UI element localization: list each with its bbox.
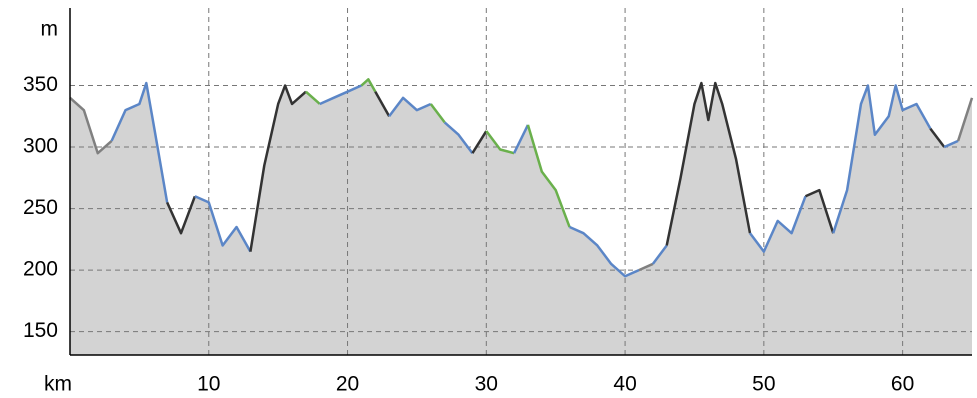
elevation-area [70,79,972,355]
elevation-line-segment [804,188,835,234]
elevation-line-segment [249,84,307,252]
elevation-line-segment [360,78,377,93]
elevation-line-segment [194,195,252,253]
elevation-line-segment [651,244,668,265]
elevation-line-segment [443,121,474,154]
elevation-line-segment [69,96,113,155]
x-tick-label: 20 [336,373,359,396]
x-tick-label: 40 [613,373,636,396]
elevation-line-segment [956,97,974,142]
x-axis-label: km [44,373,72,396]
y-tick-label: 200 [23,258,58,281]
x-tick-label: 50 [752,373,775,396]
x-tick-label: 60 [891,373,914,396]
elevation-line-segment [388,96,432,118]
elevation-line-segment [929,127,946,148]
elevation-line-segment [485,130,515,155]
elevation-line-segment [305,90,321,105]
elevation-line-segment [569,225,640,278]
elevation-line-segment [374,91,391,117]
y-axis-label: m [41,18,59,41]
elevation-line-segment [471,130,488,154]
elevation-line-segment [832,84,932,234]
elevation-line-segment [526,124,571,228]
y-tick-label: 250 [23,196,58,219]
elevation-line-segment [665,81,752,246]
elevation-line-segment [638,262,654,272]
elevation-line-segment [512,124,530,154]
y-tick-label: 350 [23,73,58,96]
elevation-line-segment [748,195,807,253]
y-tick-label: 150 [23,319,58,342]
x-tick-label: 10 [197,373,220,396]
x-tick-label: 30 [475,373,498,396]
elevation-line-segment [943,139,959,149]
elevation-line-segment [110,81,169,203]
elevation-line-segment [165,195,197,235]
elevation-line-segment [319,84,362,106]
y-tick-label: 300 [23,135,58,158]
elevation-line-segment [429,103,446,124]
